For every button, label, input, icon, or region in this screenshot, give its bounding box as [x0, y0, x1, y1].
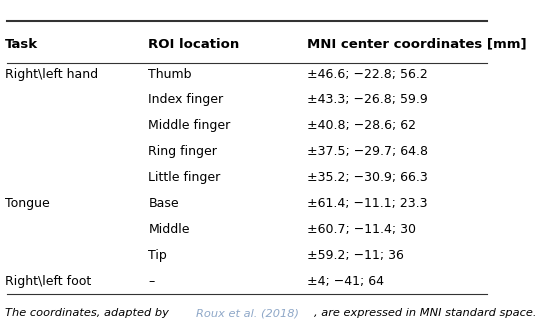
Text: ROI location: ROI location [149, 38, 240, 51]
Text: Task: Task [5, 38, 38, 51]
Text: ±37.5; −29.7; 64.8: ±37.5; −29.7; 64.8 [307, 145, 428, 158]
Text: Base: Base [149, 197, 179, 210]
Text: Right\left foot: Right\left foot [5, 275, 91, 288]
Text: , are expressed in MNI standard space.: , are expressed in MNI standard space. [314, 308, 537, 318]
Text: ±43.3; −26.8; 59.9: ±43.3; −26.8; 59.9 [307, 93, 428, 107]
Text: ±35.2; −30.9; 66.3: ±35.2; −30.9; 66.3 [307, 171, 428, 184]
Text: Index finger: Index finger [149, 93, 224, 107]
Text: ±4; −41; 64: ±4; −41; 64 [307, 275, 384, 288]
Text: ±46.6; −22.8; 56.2: ±46.6; −22.8; 56.2 [307, 67, 428, 81]
Text: Roux et al. (2018): Roux et al. (2018) [196, 308, 299, 318]
Text: Middle: Middle [149, 223, 190, 236]
Text: Ring finger: Ring finger [149, 145, 217, 158]
Text: ±59.2; −11; 36: ±59.2; −11; 36 [307, 249, 404, 262]
Text: ±40.8; −28.6; 62: ±40.8; −28.6; 62 [307, 119, 416, 132]
Text: MNI center coordinates [mm]: MNI center coordinates [mm] [307, 38, 527, 51]
Text: ±60.7; −11.4; 30: ±60.7; −11.4; 30 [307, 223, 416, 236]
Text: Little finger: Little finger [149, 171, 221, 184]
Text: The coordinates, adapted by: The coordinates, adapted by [5, 308, 172, 318]
Text: Thumb: Thumb [149, 67, 192, 81]
Text: Tongue: Tongue [5, 197, 50, 210]
Text: Middle finger: Middle finger [149, 119, 231, 132]
Text: Right\left hand: Right\left hand [5, 67, 98, 81]
Text: Tip: Tip [149, 249, 167, 262]
Text: –: – [149, 275, 155, 288]
Text: ±61.4; −11.1; 23.3: ±61.4; −11.1; 23.3 [307, 197, 427, 210]
